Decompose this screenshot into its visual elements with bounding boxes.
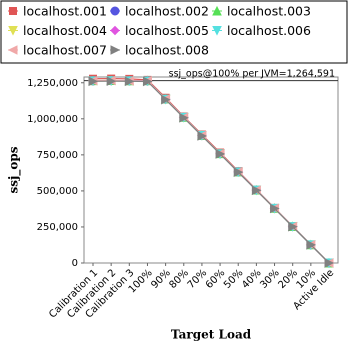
- data-point: [142, 76, 153, 87]
- data-point: [233, 167, 244, 177]
- legend-label: localhost.007: [23, 43, 107, 58]
- data-point: [324, 258, 335, 268]
- x-tick-label: 50%: [222, 267, 246, 291]
- y-tick-label: 500,000: [37, 186, 78, 197]
- data-point: [88, 76, 99, 87]
- data-point: [124, 76, 135, 87]
- legend-label: localhost.002: [125, 4, 209, 19]
- legend-box: [0, 0, 348, 64]
- y-axis-label: ssj_ops: [7, 146, 22, 193]
- legend-label: localhost.004: [23, 23, 107, 38]
- y-tick-label: 250,000: [37, 222, 78, 233]
- data-point: [270, 203, 280, 214]
- data-point: [306, 240, 316, 250]
- legend-marker: [212, 26, 222, 36]
- y-tick-label: 750,000: [37, 150, 78, 161]
- data-point: [288, 221, 298, 232]
- x-tick-label: 70%: [186, 267, 210, 291]
- legend-marker: [9, 7, 17, 15]
- x-tick-label: 20%: [276, 267, 300, 291]
- legend-label: localhost.006: [227, 23, 311, 38]
- x-tick-label: 60%: [204, 267, 228, 291]
- x-axis-label: Target Load: [171, 328, 252, 342]
- legend-label: localhost.008: [125, 43, 209, 58]
- legend-marker: [110, 45, 121, 55]
- plot-area: [83, 76, 339, 264]
- y-tick-label: 1,000,000: [27, 114, 78, 125]
- x-tick-label: 90%: [149, 267, 173, 291]
- legend-marker: [110, 25, 120, 36]
- x-tick-label: 80%: [168, 267, 192, 291]
- data-point: [106, 76, 117, 86]
- annotation: ssj_ops@100% per JVM=1,264,591: [169, 69, 335, 80]
- data-point: [179, 112, 189, 123]
- data-point: [161, 94, 171, 105]
- legend-label: localhost.005: [125, 23, 209, 38]
- x-tick-label: 30%: [258, 267, 282, 291]
- legend-marker: [110, 6, 120, 16]
- data-point: [215, 149, 226, 159]
- y-tick-label: 1,250,000: [27, 78, 78, 89]
- data-point: [197, 131, 208, 141]
- y-tick-label: 0: [72, 258, 78, 269]
- data-point: [251, 185, 262, 196]
- legend-label: localhost.003: [227, 4, 311, 19]
- legend-marker: [8, 26, 18, 36]
- legend-marker: [212, 5, 222, 16]
- legend-label: localhost.001: [23, 4, 107, 19]
- x-tick-label: 40%: [240, 267, 264, 291]
- legend-marker: [7, 45, 18, 55]
